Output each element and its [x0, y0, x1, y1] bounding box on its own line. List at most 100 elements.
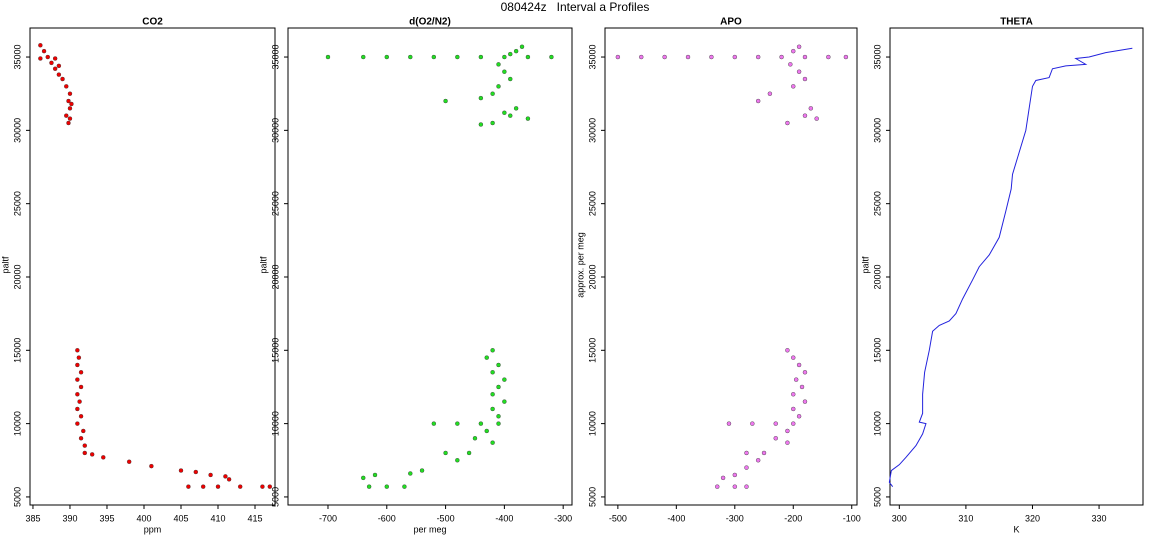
- x-tick-label: 410: [210, 513, 225, 523]
- data-point: [802, 54, 808, 60]
- plot-frame: [604, 27, 858, 506]
- x-tick-label: -300: [726, 513, 744, 523]
- data-point: [685, 54, 691, 60]
- data-point: [785, 120, 790, 126]
- data-point: [525, 116, 531, 121]
- data-point: [75, 348, 80, 353]
- y-tick-label: 5000: [587, 487, 597, 507]
- data-point: [843, 54, 849, 60]
- data-point: [549, 54, 554, 60]
- data-point: [726, 421, 732, 426]
- data-point: [82, 450, 87, 456]
- data-point: [773, 421, 778, 426]
- x-tick-label: -600: [378, 513, 396, 523]
- y-tick-label: 10000: [12, 411, 22, 436]
- data-point: [732, 484, 738, 489]
- data-point: [791, 355, 796, 360]
- data-point: [508, 51, 513, 57]
- data-point: [788, 62, 793, 67]
- data-point: [808, 106, 814, 111]
- data-point: [490, 406, 495, 412]
- data-point: [443, 450, 448, 456]
- y-tick-label: 25000: [270, 191, 280, 216]
- data-point: [662, 54, 667, 60]
- data-point: [64, 113, 69, 118]
- x-tick-label: -500: [609, 513, 627, 523]
- data-point: [478, 95, 484, 101]
- data-point: [639, 54, 644, 60]
- data-point: [709, 54, 714, 60]
- y-tick-label: 30000: [587, 118, 597, 143]
- plot-frame: [29, 27, 276, 506]
- y-tick-label: 5000: [270, 487, 280, 507]
- x-tick-label: -300: [554, 513, 572, 523]
- data-point: [490, 392, 495, 397]
- data-point: [455, 458, 460, 463]
- data-point: [802, 370, 808, 375]
- data-point: [52, 56, 58, 61]
- y-tick-label: 15000: [587, 338, 597, 363]
- data-point: [38, 43, 43, 48]
- data-point: [67, 116, 73, 121]
- data-point: [785, 428, 790, 434]
- data-point: [178, 468, 184, 473]
- x-axis-label: K: [1013, 524, 1019, 534]
- data-point: [66, 98, 71, 104]
- data-point: [484, 428, 489, 434]
- data-point: [67, 106, 73, 111]
- y-tick-label: 15000: [270, 338, 280, 363]
- data-point: [408, 54, 413, 60]
- y-axis-label: paltf: [258, 256, 268, 274]
- data-point: [372, 472, 378, 478]
- x-tick-label: -500: [437, 513, 455, 523]
- data-point: [443, 98, 448, 104]
- data-point: [75, 362, 80, 368]
- x-tick-label: 320: [1025, 513, 1040, 523]
- data-point: [755, 458, 761, 463]
- data-point: [496, 62, 501, 67]
- y-tick-label: 25000: [587, 191, 597, 216]
- data-point: [802, 113, 808, 118]
- y-axis-label: approx. per meg: [575, 232, 585, 298]
- data-point: [496, 414, 501, 419]
- data-point: [490, 440, 495, 445]
- data-point: [384, 484, 389, 489]
- x-tick-label: -100: [843, 513, 861, 523]
- y-tick-label: 5000: [872, 487, 882, 507]
- data-point: [779, 54, 784, 60]
- data-point: [78, 370, 84, 375]
- y-tick-label: 35000: [587, 45, 597, 70]
- x-tick-label: -400: [667, 513, 685, 523]
- data-point: [744, 465, 749, 470]
- y-tick-label: 15000: [872, 338, 882, 363]
- data-point: [502, 377, 507, 382]
- data-point: [496, 84, 501, 89]
- x-tick-label: 400: [136, 513, 151, 523]
- y-tick-label: 30000: [872, 118, 882, 143]
- data-point: [802, 399, 808, 404]
- data-point: [101, 455, 106, 460]
- data-point: [478, 54, 484, 60]
- panel-title: APO: [720, 17, 742, 28]
- data-point: [75, 406, 80, 412]
- data-point: [490, 370, 495, 375]
- y-tick-label: 5000: [12, 487, 22, 507]
- data-point: [502, 54, 507, 60]
- y-tick-label: 20000: [587, 264, 597, 289]
- x-axis-label: per meg: [413, 524, 446, 534]
- data-point: [126, 459, 132, 464]
- x-tick-label: -200: [784, 513, 802, 523]
- x-tick-label: 405: [173, 513, 188, 523]
- data-point: [215, 484, 221, 489]
- data-point: [802, 76, 808, 82]
- data-point: [767, 91, 773, 96]
- data-point: [41, 48, 47, 54]
- data-point: [508, 113, 513, 118]
- data-point: [78, 414, 84, 419]
- plot-frame: [287, 27, 573, 506]
- data-point: [366, 484, 372, 489]
- data-point: [267, 484, 273, 489]
- data-point: [490, 91, 495, 96]
- data-point: [76, 355, 82, 360]
- data-point: [78, 384, 84, 390]
